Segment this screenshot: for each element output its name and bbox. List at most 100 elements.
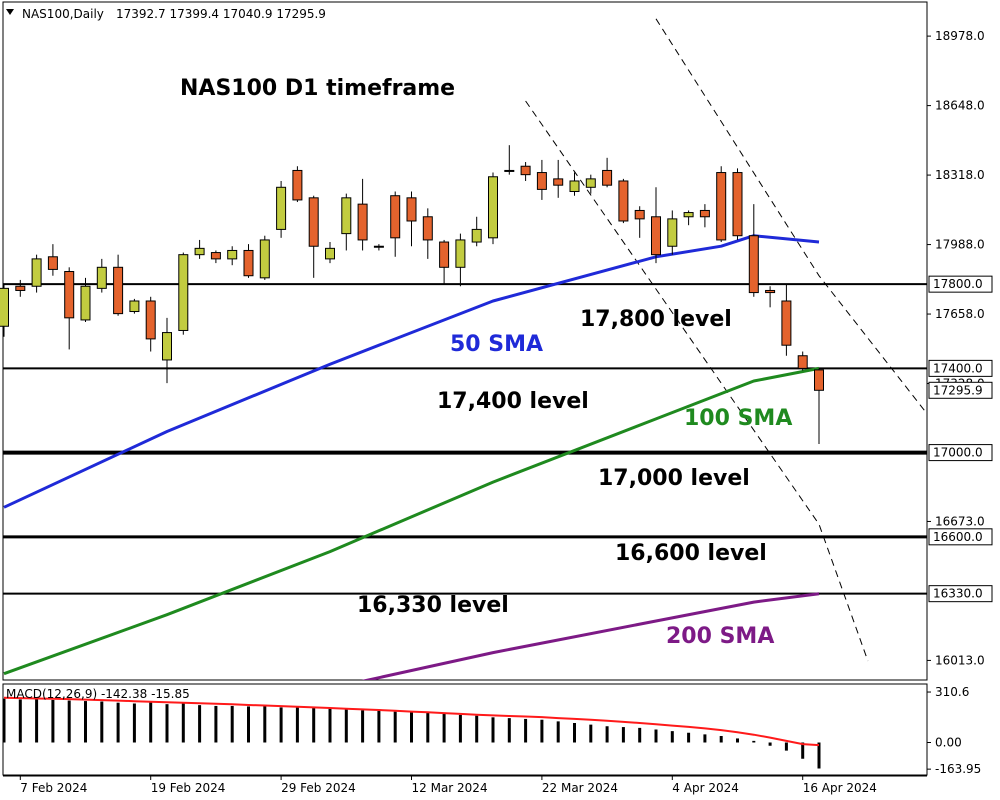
price-tick-label: 16013.0	[935, 653, 985, 667]
candle-body	[553, 178, 564, 186]
date-tick-label: 22 Mar 2024	[542, 781, 618, 795]
macd-bar	[768, 742, 772, 746]
macd-bar	[638, 727, 642, 743]
candlesticks	[0, 145, 824, 444]
candle-body	[732, 172, 743, 237]
candle-body	[210, 252, 221, 260]
sma200-line	[361, 592, 820, 680]
sma100-line	[3, 366, 820, 676]
horizontal-levels	[3, 283, 927, 595]
candle-body	[536, 172, 547, 190]
macd-bar	[328, 708, 332, 743]
candle-body	[194, 247, 205, 256]
macd-bar	[361, 710, 365, 743]
candle-body	[325, 247, 335, 260]
macd-label: MACD(12,26,9) -142.38 -15.85	[6, 687, 190, 701]
candle-body	[651, 216, 661, 256]
macd-bar	[703, 734, 707, 743]
macd-bar	[507, 718, 511, 743]
level-axis-label: 17400.0	[933, 361, 983, 375]
macd-bar	[752, 740, 756, 743]
macd-bar	[410, 712, 413, 743]
macd-bar	[442, 713, 446, 743]
candle-body	[80, 285, 91, 321]
date-tick-label: 19 Feb 2024	[151, 781, 226, 795]
candle-body	[683, 212, 694, 218]
macd-bar	[35, 698, 39, 743]
current-price-box	[928, 381, 993, 399]
candle-body	[504, 169, 515, 172]
level-axis-label: 16330.0	[933, 587, 983, 601]
ohlc-values: 17392.7 17399.4 17040.9 17295.9	[116, 7, 326, 21]
level-axis-box	[928, 528, 993, 546]
candle-body	[259, 239, 270, 279]
symbol-label: NAS100,Daily	[22, 7, 104, 21]
candle-body	[422, 216, 433, 241]
level-label-17000: 17,000 level	[598, 466, 750, 491]
candle-body	[667, 218, 678, 247]
candle-body	[341, 197, 352, 235]
candle-body	[243, 249, 254, 277]
macd-bar	[736, 738, 739, 743]
trendlines	[525, 18, 927, 662]
macd-bar	[132, 703, 136, 743]
macd-bar	[100, 701, 104, 743]
macd-bar	[817, 742, 821, 769]
candle-body	[699, 209, 710, 218]
macd-bar	[784, 742, 788, 751]
candle-body	[634, 209, 645, 220]
candle-body	[227, 249, 238, 260]
trendline	[525, 100, 869, 662]
candle-body	[520, 165, 531, 176]
macd-bar	[687, 732, 691, 743]
chart-frames	[2, 1, 928, 777]
price-axis: 17800.0 17400.0 17000.0 16600.0 16330.0 18978…	[927, 29, 993, 667]
macd-panel: 310.6 0.00 -163.95	[2, 685, 981, 776]
candle-body	[390, 195, 401, 239]
level-axis-label: 16600.0	[933, 530, 983, 544]
macd-bar	[458, 714, 462, 743]
current-price-label: 17295.9	[933, 383, 983, 397]
candle-body	[716, 172, 727, 241]
price-tick-label: 18648.0	[935, 99, 985, 113]
macd-bar	[214, 705, 218, 743]
candle-body	[178, 254, 189, 331]
candle-body	[765, 289, 776, 294]
level-label-17800: 17,800 level	[580, 307, 732, 332]
macd-tick-label: 0.00	[935, 736, 962, 750]
macd-bar	[589, 724, 593, 743]
sma50-label: 50 SMA	[450, 332, 543, 357]
macd-bar	[116, 702, 120, 743]
candle-body	[113, 266, 124, 315]
macd-bar	[719, 736, 723, 743]
candle-body	[373, 245, 384, 248]
macd-tick-label: -163.95	[935, 762, 981, 776]
level-label-16330: 16,330 level	[357, 593, 509, 618]
candle-body	[748, 235, 759, 294]
candle-body	[31, 258, 42, 287]
candle-body	[47, 256, 58, 270]
macd-bar	[84, 701, 87, 743]
candle-body	[439, 241, 450, 268]
macd-bar	[605, 726, 609, 743]
candle-body	[308, 197, 319, 247]
macd-bar	[670, 731, 674, 743]
level-axis-box	[928, 359, 993, 377]
candle-body	[471, 228, 482, 243]
candle-body	[292, 169, 303, 201]
macd-bar	[654, 729, 658, 743]
macd-bar	[230, 705, 234, 743]
price-panel-frame	[2, 1, 928, 681]
macd-bar	[801, 742, 805, 759]
dropdown-arrow-icon[interactable]	[6, 9, 14, 15]
date-tick-label: 4 Apr 2024	[672, 781, 739, 795]
macd-bar	[165, 704, 169, 743]
candle-body	[357, 203, 368, 241]
macd-bar	[491, 717, 495, 743]
macd-bar	[344, 709, 348, 743]
macd-bar	[181, 703, 185, 743]
level-axis-label: 17800.0	[933, 277, 983, 291]
candle-body	[96, 266, 107, 289]
candle-body	[781, 300, 792, 346]
